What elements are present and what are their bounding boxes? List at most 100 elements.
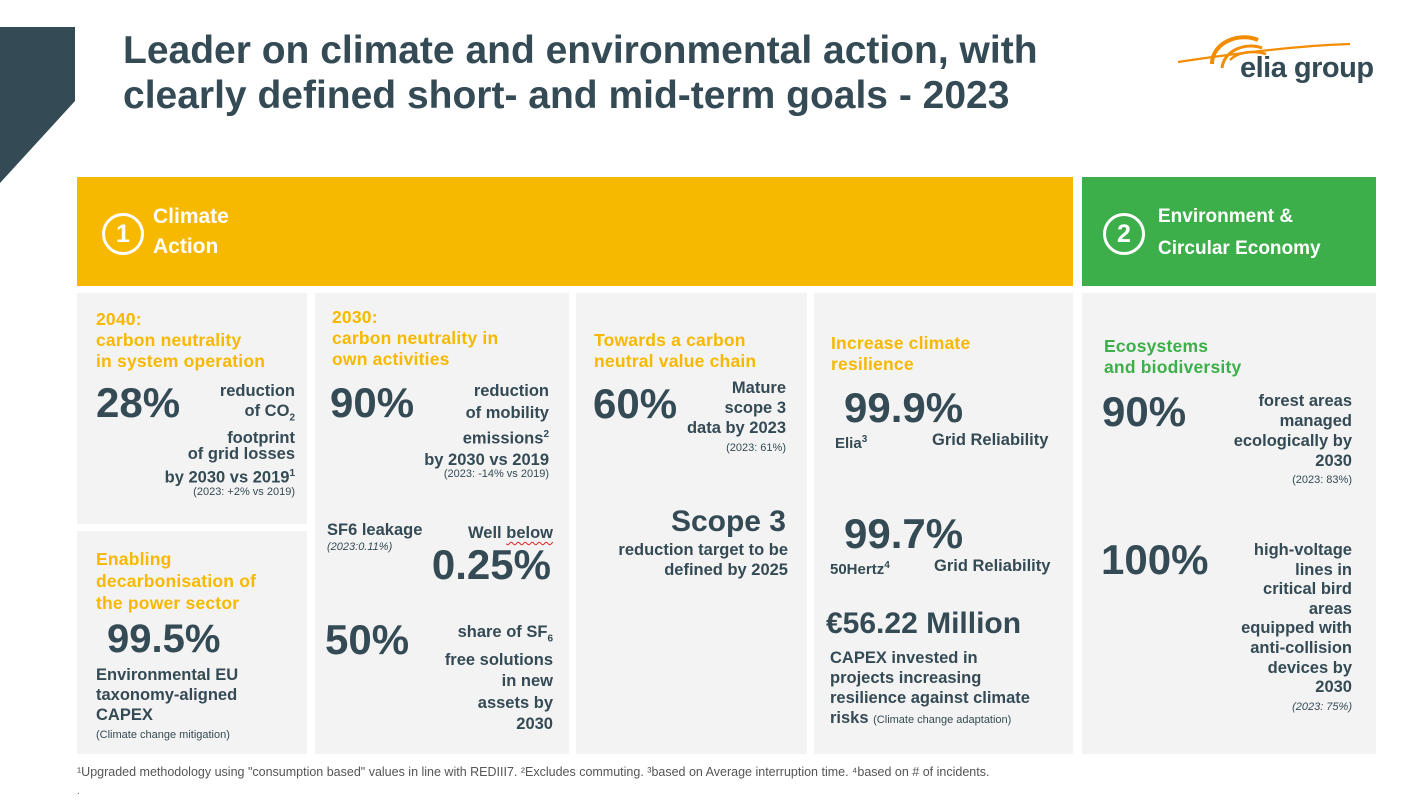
stat-50-percent: 50% xyxy=(325,616,410,663)
text-line: devices by xyxy=(1267,658,1352,677)
mitigation-note: (Climate change mitigation) xyxy=(96,729,230,741)
stat-90-percent-forest: 90% xyxy=(1102,388,1187,435)
panel-enabling-decarbonisation: Enabling decarbonisation of the power se… xyxy=(77,531,307,754)
text-line: of CO2 xyxy=(165,401,295,428)
text-line: reduction target to be xyxy=(618,541,788,559)
text-line: share of SF6 xyxy=(413,622,553,650)
heading-line: 2030: xyxy=(332,307,378,327)
elia-label: Elia3 xyxy=(835,430,867,454)
text-line: defined by 2025 xyxy=(664,561,788,579)
stat-99-9-percent: 99.9% xyxy=(844,384,964,431)
text-part: Elia xyxy=(835,435,862,452)
text-line: critical bird xyxy=(1263,580,1352,599)
text-line: equipped with xyxy=(1241,619,1352,638)
superscript: 4 xyxy=(884,560,890,571)
superscript: 1 xyxy=(289,468,295,479)
taxonomy-text: Environmental EU taxonomy-aligned CAPEX xyxy=(96,665,238,725)
text-line: risks (Climate change adaptation) xyxy=(830,708,1030,730)
logo-text: elia group xyxy=(1240,52,1374,84)
heading-line: Towards a carbon xyxy=(594,330,746,350)
heading-line: decarbonisation of xyxy=(96,571,257,591)
text-line: lines in xyxy=(1295,560,1352,579)
env-title-line2: Circular Economy xyxy=(1158,238,1321,259)
climate-action-banner: 1 Climate Action xyxy=(77,177,1073,286)
text-part: share of SF xyxy=(457,623,548,641)
page-title: Leader on climate and environmental acti… xyxy=(123,29,1038,117)
text-line: areas xyxy=(1308,599,1352,618)
footnote-dot: . xyxy=(77,786,80,797)
text-line: ecologically by xyxy=(1233,432,1352,450)
text-line: assets by xyxy=(477,693,553,712)
panel-2030-carbon-neutrality: 2030: carbon neutrality in own activitie… xyxy=(315,293,569,754)
heading-line: in system operation xyxy=(96,351,266,371)
text-part: below xyxy=(506,524,553,542)
text-line: high-voltage xyxy=(1253,541,1352,559)
text-line: data by 2023 xyxy=(686,419,786,437)
subscript: 2 xyxy=(289,412,295,424)
climate-title-line2: Action xyxy=(153,235,219,258)
capex-text: CAPEX invested in projects increasing re… xyxy=(830,648,1030,730)
text-part: 50Hertz xyxy=(830,561,885,578)
subscript: 6 xyxy=(547,633,553,645)
decarb-heading: Enabling decarbonisation of the power se… xyxy=(96,548,256,614)
text-line: forest areas xyxy=(1258,392,1352,410)
text-line: CAPEX invested in xyxy=(830,649,978,667)
env-title-line1: Environment & xyxy=(1158,206,1294,227)
climate-title-line1: Climate xyxy=(153,205,229,228)
panel-ecosystems-biodiversity: Ecosystems and biodiversity 90% forest a… xyxy=(1082,293,1376,754)
well-below-label: Well below xyxy=(468,523,553,543)
sf6-leakage-label: SF6 leakage xyxy=(327,521,423,539)
text-line: anti-collision xyxy=(1250,638,1352,657)
bird-protection-text: high-voltage lines in critical bird area… xyxy=(1202,541,1352,698)
resilience-heading: Increase climate resilience xyxy=(831,333,970,375)
sf6-leakage-note: (2023:0.11%) xyxy=(327,541,393,553)
co2-reduction-text-2: of grid losses by 2030 vs 20191 xyxy=(95,444,295,488)
heading-line: own activities xyxy=(332,349,450,369)
text-line: CAPEX xyxy=(96,706,153,724)
section-number-1: 1 xyxy=(102,213,144,255)
text-line: emissions2 xyxy=(389,424,549,450)
text-part: emissions xyxy=(462,429,544,448)
text-line: 2030 xyxy=(1315,678,1352,697)
value-chain-heading: Towards a carbon neutral value chain xyxy=(594,330,756,372)
sf6-free-text: share of SF6 free solutions in new asset… xyxy=(413,622,553,736)
heading-line: resilience xyxy=(831,354,914,374)
text-line: reduction xyxy=(473,382,549,400)
scope3-data-text: Mature scope 3 data by 2023 xyxy=(666,378,786,438)
superscript: 2 xyxy=(543,429,549,440)
mobility-note: (2023: -14% vs 2019) xyxy=(443,468,549,480)
stat-100-percent: 100% xyxy=(1101,536,1209,583)
text-line: Mature xyxy=(731,379,786,397)
elia-group-logo: elia group xyxy=(1178,30,1398,90)
note-2023: (2023: +2% vs 2019) xyxy=(193,486,295,498)
stat-90-percent: 90% xyxy=(330,379,415,426)
text-part: by 2030 vs 2019 xyxy=(164,468,290,487)
text-line: free solutions xyxy=(444,650,553,669)
panel-2040-carbon-neutrality: 2040: carbon neutrality in system operat… xyxy=(77,293,307,524)
ecosystems-heading: Ecosystems and biodiversity xyxy=(1104,336,1241,378)
stat-60-percent: 60% xyxy=(593,380,678,427)
text-line: 2030 xyxy=(516,715,553,734)
heading-line: Enabling xyxy=(96,549,172,569)
corner-decoration xyxy=(0,27,75,183)
text-line: footprint xyxy=(227,429,295,448)
text-line: in new xyxy=(501,672,553,691)
scope3-note: (2023: 61%) xyxy=(726,442,786,454)
text-line: Environmental EU xyxy=(96,666,239,684)
text-part: risks xyxy=(830,709,869,727)
text-part: of CO xyxy=(244,402,290,420)
scope3-target-text: reduction target to be defined by 2025 xyxy=(578,540,788,580)
stat-99-7-percent: 99.7% xyxy=(844,510,964,557)
panel-value-chain: Towards a carbon neutral value chain 60%… xyxy=(576,293,807,754)
grid-reliability-50hertz: Grid Reliability xyxy=(934,557,1051,575)
logo-swoosh-icon xyxy=(1178,35,1351,69)
panel-2030-heading: 2030: carbon neutrality in own activitie… xyxy=(332,307,498,370)
text-line: by 2030 vs 2019 xyxy=(424,451,549,469)
text-line: resilience against climate xyxy=(830,689,1030,707)
text-line: scope 3 xyxy=(724,399,786,417)
footnotes: ¹Upgraded methodology using "consumption… xyxy=(77,765,990,779)
heading-line: Increase climate xyxy=(831,333,971,353)
capex-amount: €56.22 Million xyxy=(826,607,1022,640)
heading-line: and biodiversity xyxy=(1104,357,1242,377)
stat-0-25-percent: 0.25% xyxy=(431,541,551,588)
